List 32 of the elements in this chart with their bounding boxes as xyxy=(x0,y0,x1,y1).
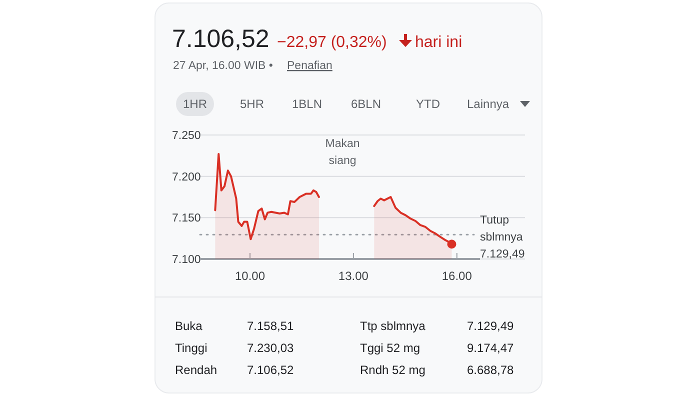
text: 7.230,03 xyxy=(247,341,294,355)
text: Penafian xyxy=(287,60,332,72)
text: 7.129,49 xyxy=(467,319,514,333)
text: Rendah xyxy=(175,363,218,377)
text: 27 Apr, 16.00 WIB • xyxy=(173,60,273,72)
annotation: Makan siang xyxy=(325,138,360,167)
y-tick-label: 7.150 xyxy=(172,212,201,225)
text: 7.158,51 xyxy=(247,319,294,333)
chart-subtitle: −22,97 (0,32%) xyxy=(277,34,387,51)
x-tick-label: 16.00 xyxy=(442,269,472,283)
text: Buka xyxy=(175,319,203,333)
text: YTD xyxy=(416,97,440,111)
y-tick-label: 7.250 xyxy=(172,130,201,142)
text: 5HR xyxy=(240,97,264,111)
text: 6.688,78 xyxy=(467,363,514,377)
text: 6BLN xyxy=(350,97,382,111)
text: 1HR xyxy=(182,97,208,111)
x-tick-label: 13.00 xyxy=(338,269,369,283)
y-tick-label: 7.200 xyxy=(172,171,201,184)
text: Lainnya xyxy=(467,97,510,111)
text: 1BLN xyxy=(292,97,322,111)
ref-line-label: Tutup sblmnya 7.129,49 xyxy=(480,214,525,261)
chart-title: 7.106,52 xyxy=(172,25,270,53)
text: hari ini xyxy=(415,34,462,51)
y-tick-label: 7.100 xyxy=(172,254,201,266)
x-tick-label: 10.00 xyxy=(234,269,266,283)
text: Rndh 52 mg xyxy=(360,363,426,377)
text: Ttp sblmnya xyxy=(360,319,426,333)
text: Tggi 52 mg xyxy=(360,341,420,355)
text: Tinggi xyxy=(175,341,208,355)
text: 7.106,52 xyxy=(247,363,294,377)
text: 9.174,47 xyxy=(467,341,514,355)
